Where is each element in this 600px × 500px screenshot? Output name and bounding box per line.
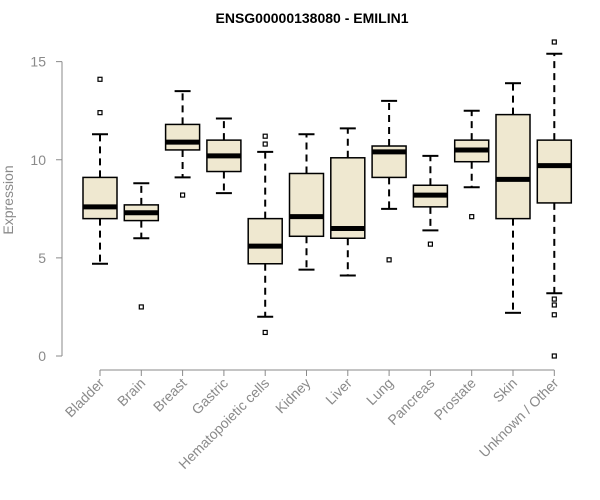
box-kidney (288, 133, 325, 271)
outlier-point (180, 192, 186, 198)
iqr-box (82, 176, 118, 220)
x-tick-label: Kidney (272, 375, 314, 417)
y-tick-label: 0 (38, 348, 46, 364)
outlier-point (551, 39, 557, 45)
x-tick-label: Skin (490, 375, 521, 406)
chart-title: ENSG00000138080 - EMILIN1 (216, 10, 409, 26)
iqr-box (288, 172, 325, 238)
outlier-point (138, 304, 144, 310)
iqr-box (536, 139, 573, 204)
outlier-point (262, 329, 268, 336)
box-breast (164, 90, 201, 198)
box-unknown-other (536, 39, 573, 359)
outlier-point (551, 302, 557, 308)
box-brain (123, 182, 160, 310)
x-tick-label: Breast (150, 375, 190, 415)
outlier-point (97, 76, 103, 82)
box-pancreas (412, 154, 449, 247)
outlier-point (427, 241, 433, 247)
iqr-box (330, 157, 366, 240)
x-tick-label: Lung (363, 375, 396, 408)
x-tick-label: Bladder (62, 375, 108, 421)
box-lung (371, 99, 407, 263)
y-axis-label: Expression (0, 165, 16, 234)
outlier-point (469, 214, 475, 220)
box-prostate (453, 109, 490, 220)
box-hematopoietic-cells (247, 133, 283, 336)
y-tick-label: 10 (30, 152, 46, 168)
box-gastric (206, 117, 242, 195)
iqr-box (164, 123, 201, 151)
y-tick-label: 5 (38, 250, 46, 266)
outlier-point (97, 110, 103, 116)
y-axis: 0 5 10 15 (30, 54, 63, 364)
box-liver (330, 127, 366, 277)
box-bladder (82, 76, 118, 265)
outlier-point (262, 141, 268, 147)
outlier-point (262, 133, 268, 139)
outlier-point (551, 296, 557, 302)
outlier-point (386, 257, 392, 263)
outlier-point (551, 312, 557, 318)
boxes-group (82, 39, 573, 359)
iqr-box (247, 217, 283, 265)
outlier-point (551, 353, 557, 359)
x-tick-label: Brain (114, 375, 148, 409)
y-tick-label: 15 (30, 54, 46, 70)
iqr-box (495, 113, 531, 220)
box-skin (495, 82, 531, 314)
x-tick-label: Prostate (431, 375, 479, 423)
x-tick-label: Liver (322, 375, 355, 408)
